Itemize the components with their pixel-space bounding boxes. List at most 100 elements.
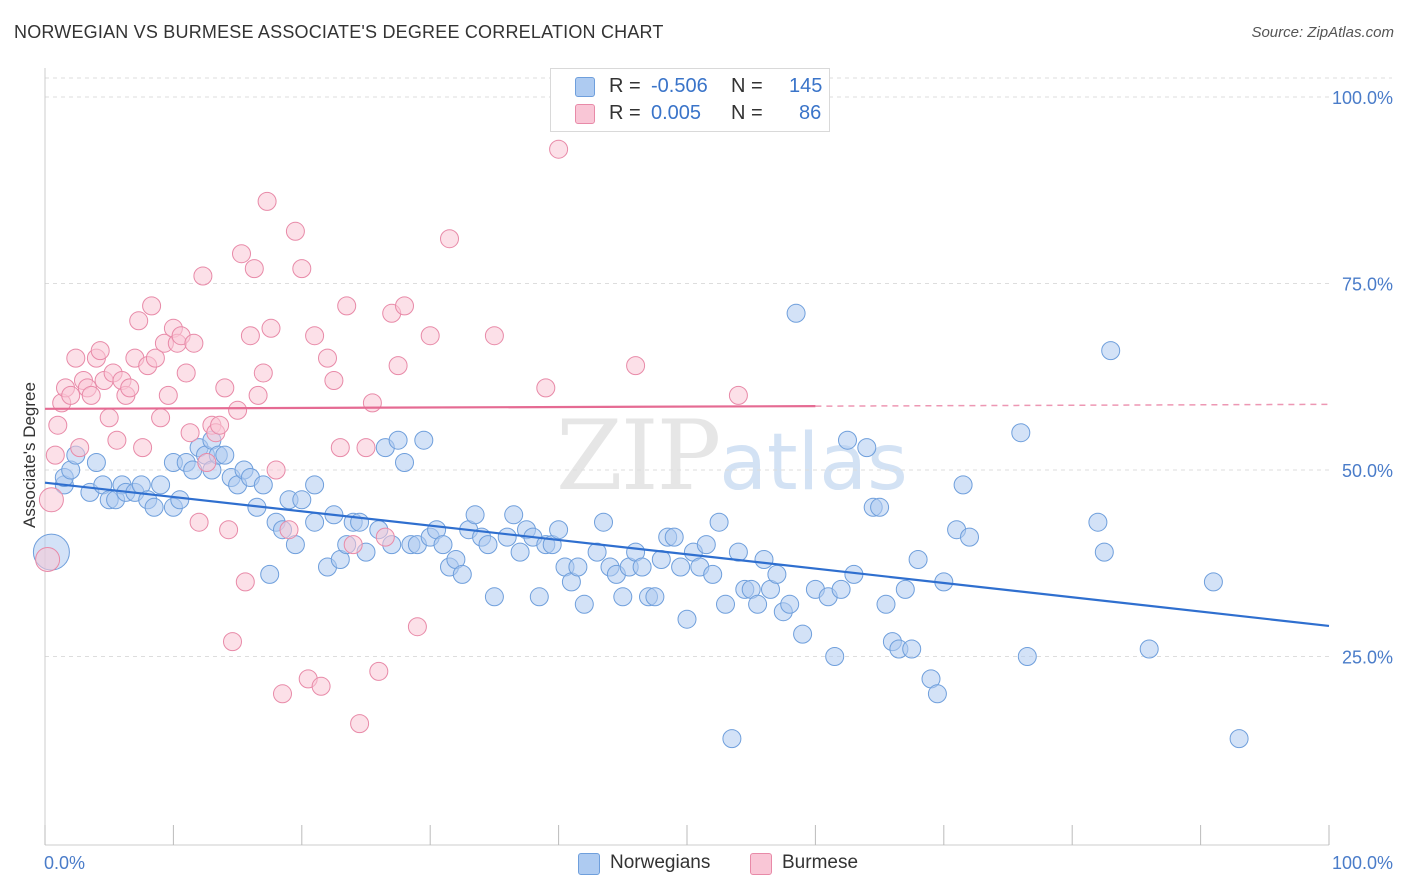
- norwegians-point: [574, 594, 594, 614]
- y-axis-title: Associate's Degree: [20, 382, 39, 528]
- norwegians-point: [953, 475, 973, 495]
- bottom-legend-label-burmese: Burmese: [782, 852, 859, 873]
- burmese-point: [311, 676, 331, 696]
- norwegians-point: [510, 542, 530, 562]
- norwegians-point: [748, 594, 768, 614]
- burmese-point: [343, 535, 363, 555]
- burmese-point: [285, 221, 305, 241]
- burmese-point: [158, 385, 178, 405]
- burmese-point: [356, 438, 376, 458]
- norwegians-point: [696, 535, 716, 555]
- norwegians-point: [716, 594, 735, 614]
- norwegians-point: [478, 535, 498, 555]
- burmese-trend-line: [44, 405, 816, 410]
- norwegians-point: [414, 430, 434, 450]
- norwegians-point: [908, 550, 928, 569]
- burmese-point: [223, 632, 242, 652]
- norwegians-point: [927, 684, 947, 704]
- norwegians-point: [1088, 512, 1108, 532]
- burmese-point: [189, 512, 209, 532]
- burmese-point: [484, 326, 504, 346]
- legend-n-label: N =: [731, 75, 763, 97]
- burmese-point: [292, 259, 312, 279]
- norwegians-point: [350, 512, 370, 532]
- norwegians-point: [902, 639, 922, 659]
- chart-title: NORWEGIAN VS BURMESE ASSOCIATE'S DEGREE …: [14, 22, 664, 42]
- norwegians-point: [876, 594, 896, 614]
- norwegians-point: [215, 445, 235, 465]
- norwegians-point: [1139, 639, 1159, 659]
- burmese-points: [35, 139, 748, 734]
- burmese-point: [235, 572, 255, 592]
- norwegians-point: [594, 512, 613, 532]
- legend-r-value: 0.005: [651, 102, 702, 124]
- norwegians-point: [86, 453, 106, 472]
- norwegians-point: [1229, 729, 1249, 749]
- burmese-point: [107, 430, 127, 450]
- norwegians-point: [703, 564, 723, 584]
- burmese-point: [420, 326, 440, 346]
- burmese-point: [337, 296, 357, 316]
- burmese-point: [240, 326, 260, 346]
- burmese-point: [388, 356, 408, 376]
- burmese-point: [219, 520, 239, 540]
- norwegians-point: [305, 475, 325, 495]
- burmese-point: [176, 363, 196, 383]
- burmese-point: [248, 385, 268, 405]
- legend-r-value: -0.506: [651, 75, 708, 97]
- norwegians-point: [767, 564, 787, 584]
- burmese-point: [142, 296, 162, 316]
- burmese-point: [330, 438, 350, 458]
- burmese-point: [266, 460, 286, 480]
- norwegians-point: [645, 587, 665, 607]
- norwegians-point: [388, 430, 408, 450]
- burmese-point: [197, 453, 217, 472]
- tick-labels: 100.0% 75.0% 50.0% 25.0% 0.0% 100.0% Associate…: [20, 88, 1393, 873]
- burmese-point: [35, 547, 61, 572]
- burmese-point: [193, 266, 213, 286]
- burmese-point: [215, 378, 235, 398]
- legend-n-value: 86: [799, 102, 822, 124]
- watermark: ZIPatlas: [556, 400, 908, 512]
- legend-swatch-burmese: [575, 104, 595, 124]
- norwegians-point: [870, 497, 890, 517]
- norwegians-point: [780, 594, 800, 614]
- source-label: Source: ZipAtlas.com: [1251, 24, 1394, 41]
- burmese-point: [305, 326, 325, 346]
- burmese-point: [395, 296, 414, 316]
- burmese-point: [38, 487, 64, 513]
- burmese-point: [257, 191, 277, 211]
- burmese-point: [440, 229, 459, 249]
- norwegians-point: [613, 587, 633, 607]
- norwegians-point: [170, 490, 190, 510]
- burmese-trend-line-extension: [815, 403, 1330, 407]
- norwegians-point: [292, 490, 312, 510]
- norwegians-point: [452, 564, 472, 584]
- watermark-atlas: atlas: [719, 418, 908, 508]
- burmese-point: [145, 348, 165, 368]
- legend-swatch-norwegians: [575, 77, 595, 97]
- burmese-point: [45, 445, 65, 465]
- norwegians-point: [960, 527, 979, 547]
- norwegians-point: [857, 438, 877, 458]
- burmese-point: [210, 415, 230, 435]
- burmese-point: [99, 408, 119, 428]
- burmese-point: [536, 378, 556, 398]
- norwegians-point: [895, 579, 915, 599]
- burmese-point: [318, 348, 337, 368]
- norwegians-point: [395, 453, 414, 472]
- norwegians-point: [253, 475, 273, 495]
- burmese-point: [129, 311, 149, 331]
- y-tick-label-75: 75.0%: [1342, 275, 1393, 295]
- norwegians-point: [1101, 341, 1121, 361]
- burmese-point: [133, 438, 153, 458]
- norwegians-point: [549, 520, 569, 540]
- norwegians-point: [709, 512, 729, 532]
- norwegians-point: [144, 497, 164, 517]
- norwegians-point: [722, 729, 742, 749]
- burmese-point: [81, 385, 101, 405]
- norwegians-point: [568, 557, 588, 577]
- burmese-point: [232, 244, 251, 264]
- norwegians-point: [465, 505, 485, 525]
- burmese-point: [228, 400, 248, 420]
